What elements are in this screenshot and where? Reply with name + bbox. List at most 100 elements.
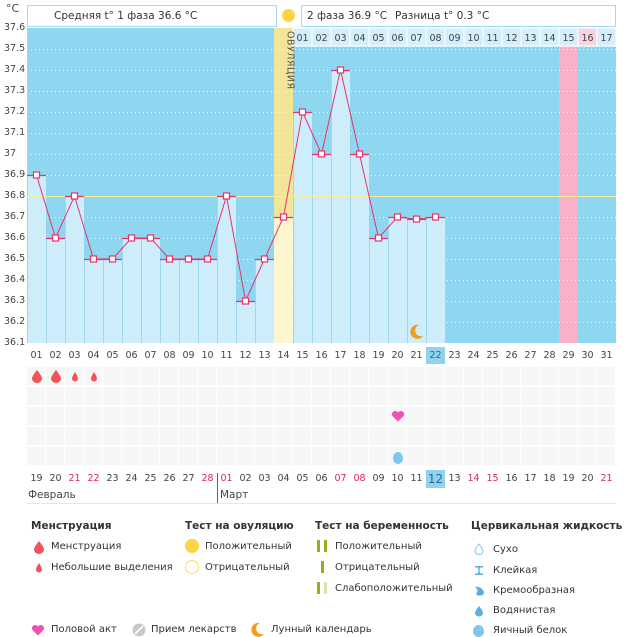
marker-cell[interactable] [350, 367, 368, 385]
calendar-date-label[interactable]: 20 [581, 473, 594, 484]
cycle-day-label[interactable]: 06 [125, 350, 138, 361]
calendar-date-label[interactable]: 02 [239, 473, 252, 484]
marker-cell[interactable] [445, 427, 463, 445]
marker-cell[interactable] [141, 427, 159, 445]
marker-cell[interactable] [540, 387, 558, 405]
marker-cell[interactable] [407, 447, 425, 465]
marker-cell[interactable] [255, 407, 273, 425]
cycle-day-label[interactable]: 15 [296, 350, 309, 361]
marker-cell[interactable] [540, 407, 558, 425]
marker-cell[interactable] [27, 427, 45, 445]
marker-cell[interactable] [65, 407, 83, 425]
marker-cell[interactable] [312, 367, 330, 385]
marker-cell[interactable] [502, 367, 520, 385]
marker-cell[interactable] [521, 387, 539, 405]
cycle-day-label[interactable]: 26 [505, 350, 518, 361]
marker-cell[interactable] [103, 427, 121, 445]
cycle-day-label[interactable]: 22 [426, 347, 445, 364]
calendar-date-label[interactable]: 03 [258, 473, 271, 484]
marker-cell[interactable] [236, 427, 254, 445]
marker-cell[interactable] [312, 427, 330, 445]
marker-cell[interactable] [312, 407, 330, 425]
marker-cell[interactable] [274, 447, 292, 465]
marker-cell[interactable] [464, 447, 482, 465]
marker-cell[interactable] [46, 427, 64, 445]
calendar-date-label[interactable]: 12 [426, 470, 445, 488]
marker-cell[interactable] [350, 407, 368, 425]
calendar-date-label[interactable]: 05 [296, 473, 309, 484]
marker-cell[interactable] [84, 447, 102, 465]
marker-cell[interactable] [293, 427, 311, 445]
marker-cell[interactable] [255, 367, 273, 385]
marker-cell[interactable] [445, 407, 463, 425]
marker-cell[interactable] [559, 407, 577, 425]
marker-cell[interactable] [350, 427, 368, 445]
cycle-day-label[interactable]: 29 [562, 350, 575, 361]
marker-cell[interactable] [464, 387, 482, 405]
cycle-day-label[interactable]: 03 [68, 350, 81, 361]
calendar-date-label[interactable]: 15 [486, 473, 499, 484]
calendar-date-label[interactable]: 06 [315, 473, 328, 484]
cycle-day-label[interactable]: 25 [486, 350, 499, 361]
marker-cell[interactable] [198, 367, 216, 385]
cycle-day-label[interactable]: 16 [315, 350, 328, 361]
marker-cell[interactable] [65, 427, 83, 445]
marker-cell[interactable] [578, 427, 596, 445]
marker-cell[interactable] [141, 387, 159, 405]
calendar-date-label[interactable]: 22 [87, 473, 100, 484]
marker-cell[interactable] [407, 427, 425, 445]
cycle-day-label[interactable]: 09 [182, 350, 195, 361]
cycle-day-label[interactable]: 24 [467, 350, 480, 361]
marker-cell[interactable] [160, 447, 178, 465]
marker-cell[interactable] [312, 387, 330, 405]
marker-cell[interactable] [84, 407, 102, 425]
cycle-day-label[interactable]: 11 [220, 350, 233, 361]
cycle-day-label[interactable]: 08 [163, 350, 176, 361]
cycle-day-label[interactable]: 07 [144, 350, 157, 361]
calendar-date-label[interactable]: 25 [144, 473, 157, 484]
marker-cell[interactable] [426, 427, 444, 445]
marker-cell[interactable] [445, 447, 463, 465]
calendar-date-label[interactable]: 24 [125, 473, 138, 484]
marker-cell[interactable] [540, 447, 558, 465]
marker-cell[interactable] [274, 427, 292, 445]
cycle-day-label[interactable]: 30 [581, 350, 594, 361]
marker-cell[interactable] [388, 367, 406, 385]
calendar-date-label[interactable]: 08 [353, 473, 366, 484]
marker-cell[interactable] [331, 387, 349, 405]
marker-cell[interactable] [293, 407, 311, 425]
marker-cell[interactable] [274, 407, 292, 425]
calendar-date-label[interactable]: 27 [182, 473, 195, 484]
marker-cell[interactable] [597, 447, 615, 465]
marker-cell[interactable] [483, 407, 501, 425]
marker-cell[interactable] [521, 447, 539, 465]
calendar-date-label[interactable]: 14 [467, 473, 480, 484]
cycle-day-label[interactable]: 19 [372, 350, 385, 361]
marker-cell[interactable] [141, 447, 159, 465]
calendar-date-label[interactable]: 07 [334, 473, 347, 484]
marker-cell[interactable] [217, 447, 235, 465]
marker-cell[interactable] [502, 427, 520, 445]
marker-cell[interactable] [122, 367, 140, 385]
marker-cell[interactable] [483, 447, 501, 465]
marker-cell[interactable] [483, 387, 501, 405]
cycle-day-label[interactable]: 12 [239, 350, 252, 361]
marker-cell[interactable] [217, 387, 235, 405]
marker-cell[interactable] [27, 447, 45, 465]
marker-cell[interactable] [274, 387, 292, 405]
marker-cell[interactable] [578, 447, 596, 465]
marker-cell[interactable] [350, 387, 368, 405]
marker-cell[interactable] [445, 387, 463, 405]
marker-cell[interactable] [236, 387, 254, 405]
marker-cell[interactable] [103, 387, 121, 405]
calendar-date-label[interactable]: 26 [163, 473, 176, 484]
marker-cell[interactable] [255, 427, 273, 445]
marker-cell[interactable] [160, 387, 178, 405]
marker-cell[interactable] [122, 447, 140, 465]
marker-cell[interactable] [388, 427, 406, 445]
marker-cell[interactable] [141, 367, 159, 385]
marker-cell[interactable] [559, 447, 577, 465]
calendar-date-label[interactable]: 23 [106, 473, 119, 484]
marker-cell[interactable] [179, 427, 197, 445]
marker-cell[interactable] [160, 427, 178, 445]
